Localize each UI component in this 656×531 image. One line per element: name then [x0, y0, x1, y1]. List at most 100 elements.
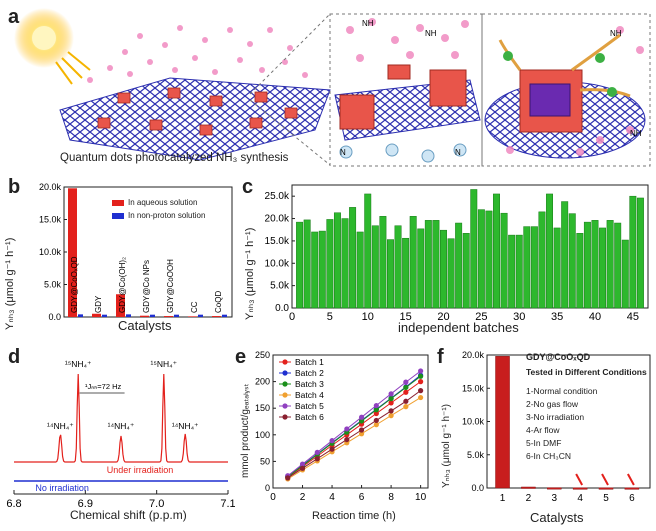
- bar-aqueous: [188, 316, 197, 317]
- panel-d-chart: 6.8 6.9 7.0 7.1 Under irradiation No irradiat…: [6, 359, 235, 510]
- nh3-molecules-right: [506, 26, 644, 156]
- trace-label-irradiation: Under irradiation: [107, 465, 174, 475]
- x-tick-label: 15: [399, 311, 411, 323]
- data-point: [329, 438, 335, 444]
- bar-batch: [485, 210, 493, 309]
- x-tick-label: 6: [629, 493, 635, 504]
- data-point: [344, 436, 350, 443]
- panel-f-title1: GDY@CoOₓQD: [526, 352, 591, 362]
- bar-batch: [402, 237, 410, 309]
- quantum-dots-left: [97, 87, 298, 136]
- plot-frame: [291, 184, 649, 309]
- x-tick-label: 10: [415, 492, 427, 503]
- zoom-box-right: [481, 13, 651, 167]
- sun-core: [32, 26, 56, 50]
- data-point: [373, 417, 379, 424]
- condition-6: 6-In CH₃CN: [526, 451, 572, 461]
- pointer-arrow: [575, 473, 584, 486]
- data-point: [403, 389, 409, 395]
- data-point: [314, 449, 320, 455]
- svg-text:N: N: [455, 148, 461, 157]
- bar-batch: [364, 193, 372, 309]
- peak-label: ¹⁵NH₄⁺: [65, 359, 92, 369]
- x-tick-label: 35: [551, 311, 563, 323]
- bar-batch: [326, 219, 334, 309]
- panel-f-title2: Tested in Different Conditions: [526, 367, 647, 377]
- data-point: [358, 414, 365, 420]
- panel-d-label: d: [8, 346, 21, 368]
- x-tick-label: 8: [388, 492, 394, 503]
- bar-aqueous: [164, 316, 173, 317]
- coupling-label: ¹Jₙₕ=72 Hz: [85, 382, 121, 391]
- condition-1: 1-Normal condition: [526, 386, 598, 396]
- condition-4: 4-Ar flow: [526, 425, 560, 435]
- legend-label: Batch 6: [295, 412, 324, 422]
- data-point: [418, 368, 424, 374]
- bar-batch: [508, 234, 516, 309]
- peak-label: ¹⁴NH₄⁺: [172, 421, 199, 431]
- legend-label: Batch 3: [295, 379, 324, 389]
- x-tick-label: 45: [627, 311, 639, 323]
- bar-nonproton: [222, 314, 227, 317]
- bar-batch: [417, 228, 425, 309]
- data-point: [403, 379, 409, 385]
- bar-batch: [318, 230, 326, 309]
- bar-batch: [470, 189, 478, 309]
- x-tick-label: 6.9: [78, 498, 93, 510]
- n2-molecules-zoom: [339, 143, 467, 163]
- x-tick-label: 7.0: [149, 498, 164, 510]
- bar-nonproton: [174, 314, 179, 317]
- bar-batch: [394, 225, 402, 309]
- y-tick-label: 15.0k: [462, 383, 485, 393]
- bar-batch: [477, 209, 485, 309]
- bar-batch: [561, 201, 569, 309]
- panel-b-legend: In aqueous solution In non-proton soluti…: [112, 198, 205, 220]
- data-point: [373, 402, 379, 409]
- bar-aqueous: [212, 316, 221, 317]
- bar-nonproton: [150, 314, 155, 317]
- legend-label-nonproton: In non-proton solution: [128, 211, 206, 220]
- bar-batch: [523, 226, 531, 309]
- data-point: [418, 373, 424, 379]
- pointer-arrow: [601, 473, 609, 486]
- bar-batch: [576, 233, 584, 309]
- panel-c-label: c: [242, 176, 254, 198]
- x-tick-label: 7.1: [220, 498, 235, 510]
- x-tick-label: 0: [270, 492, 276, 503]
- bar-batch: [386, 239, 394, 309]
- spectrum-under-irradiation: [14, 373, 228, 463]
- data-point: [418, 379, 424, 385]
- y-tick-label: 10.0k: [39, 247, 62, 257]
- y-tick-label: 150: [255, 403, 270, 413]
- panel-e-label: e: [235, 346, 247, 368]
- bar-batch: [311, 231, 319, 309]
- bar-batch: [515, 234, 523, 309]
- x-tick-label: 40: [589, 311, 601, 323]
- y-tick-label: 5.0k: [467, 450, 485, 460]
- bar-nonproton: [126, 314, 131, 317]
- data-point: [358, 427, 365, 433]
- legend-marker: [282, 392, 288, 398]
- x-tick-label: 4: [329, 492, 335, 503]
- bar-condition: [624, 487, 640, 490]
- peak-label: ¹⁵NH₄⁺: [151, 359, 178, 369]
- y-tick-label: 0.0: [48, 312, 61, 322]
- qd-cubes-zoom: [339, 64, 467, 130]
- data-point: [358, 431, 365, 437]
- bar-aqueous: [92, 313, 101, 317]
- panel-f-chart: 0.0 5.0k 10.0k 15.0k 20.0k 1 2 3 4 5 6: [462, 350, 651, 504]
- x-tick-label: 1: [500, 493, 506, 504]
- series-line: [287, 390, 421, 479]
- y-tick-label: 10.0k: [265, 258, 290, 269]
- bar-batch: [568, 213, 576, 309]
- bar-batch: [636, 197, 644, 309]
- data-point: [403, 398, 409, 404]
- legend-item-nonproton: In non-proton solution: [112, 211, 205, 220]
- data-point: [403, 384, 409, 391]
- bar-batch: [341, 218, 349, 309]
- svg-text:NH: NH: [362, 19, 374, 28]
- panel-f-label: f: [437, 346, 444, 368]
- bar-nonproton: [78, 314, 83, 317]
- x-tick-label: 5: [327, 311, 333, 323]
